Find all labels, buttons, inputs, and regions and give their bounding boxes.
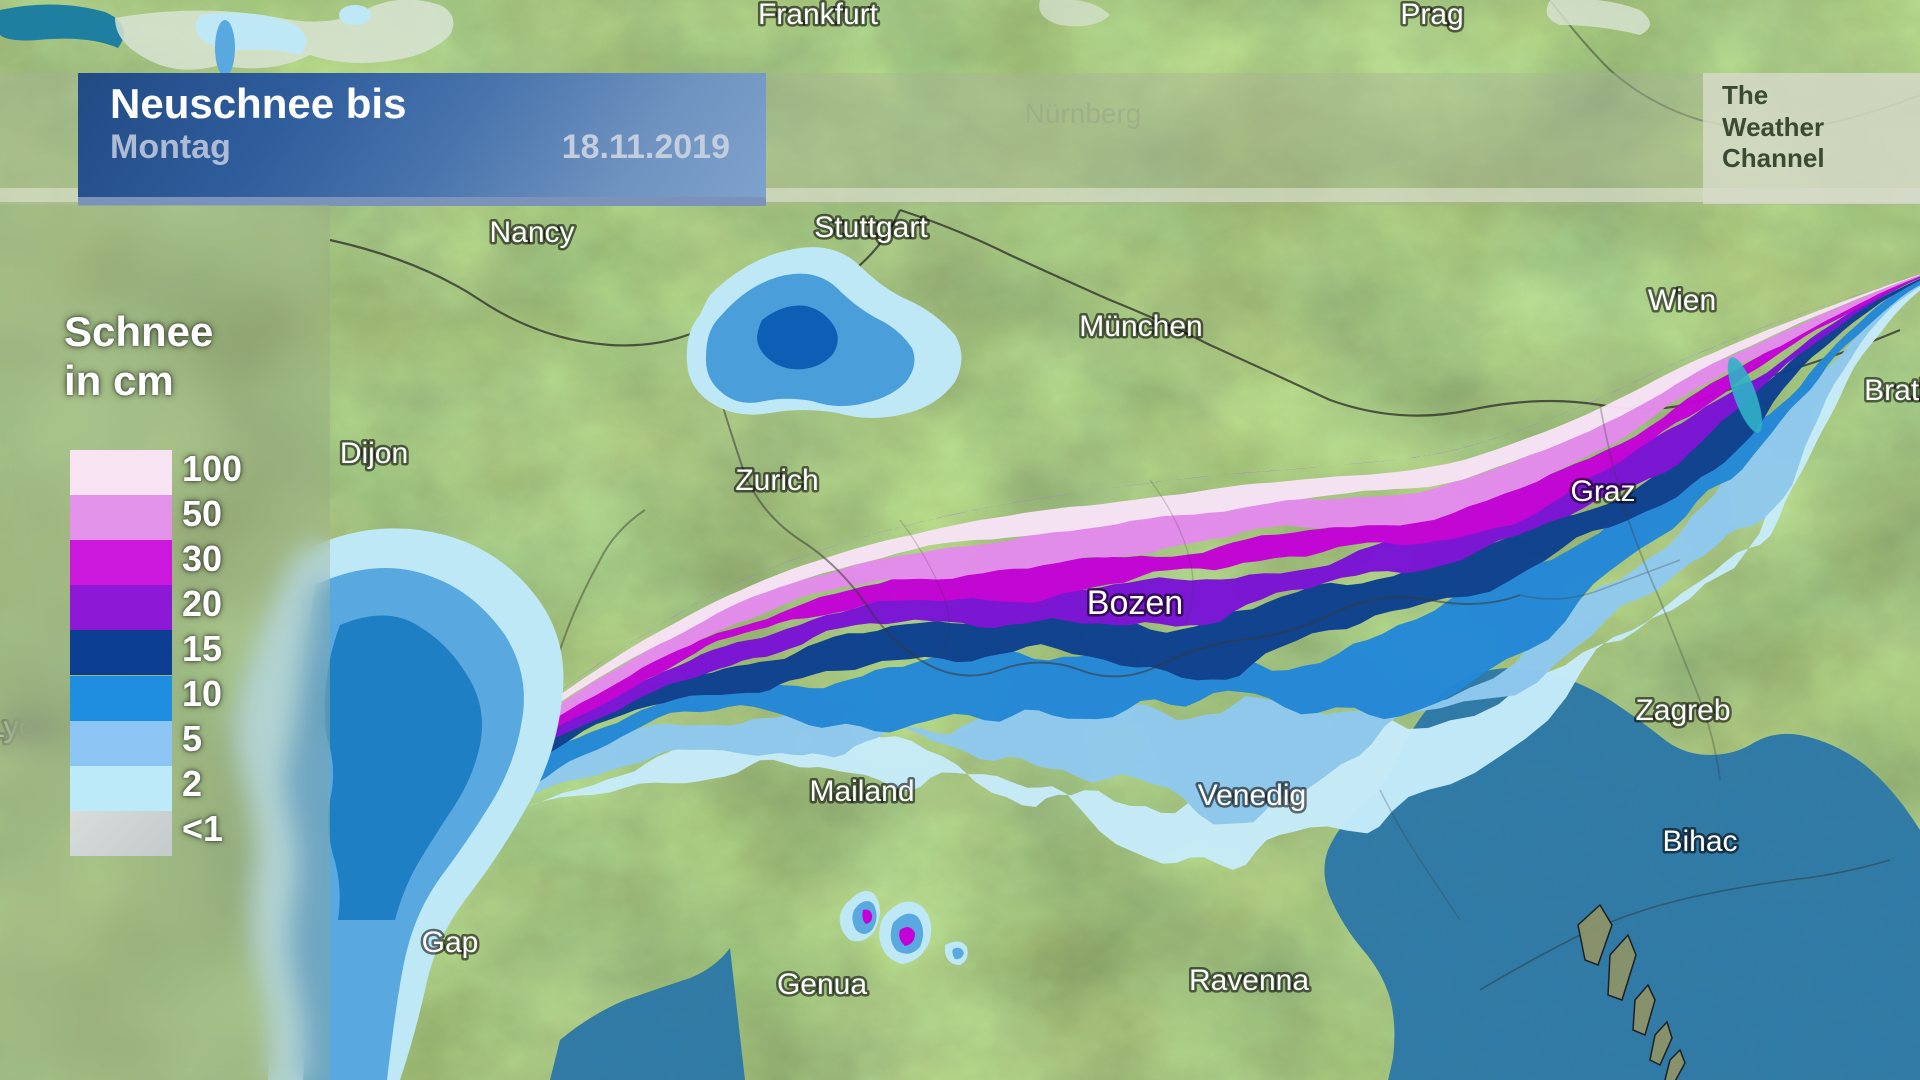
svg-text:Zagreb: Zagreb	[1635, 694, 1730, 727]
svg-text:Genua: Genua	[777, 968, 867, 1001]
svg-text:Venedig: Venedig	[1198, 779, 1306, 812]
svg-text:München: München	[1079, 310, 1202, 343]
svg-text:Prag: Prag	[1400, 0, 1463, 31]
svg-text:Frankfurt: Frankfurt	[758, 0, 879, 31]
svg-text:Wien: Wien	[1648, 284, 1716, 317]
svg-text:Stuttgart: Stuttgart	[814, 211, 928, 244]
svg-text:Graz: Graz	[1570, 475, 1635, 508]
svg-text:Bozen: Bozen	[1087, 584, 1183, 622]
svg-text:Nancy: Nancy	[489, 216, 574, 249]
svg-text:Zurich: Zurich	[735, 464, 818, 497]
svg-text:Dijon: Dijon	[340, 437, 408, 470]
svg-text:Mailand: Mailand	[809, 775, 914, 808]
svg-text:Bratislava: Bratislava	[1864, 374, 1920, 407]
svg-text:Gap: Gap	[422, 926, 479, 959]
svg-text:Ravenna: Ravenna	[1189, 964, 1309, 997]
svg-text:Bihac: Bihac	[1662, 825, 1737, 858]
